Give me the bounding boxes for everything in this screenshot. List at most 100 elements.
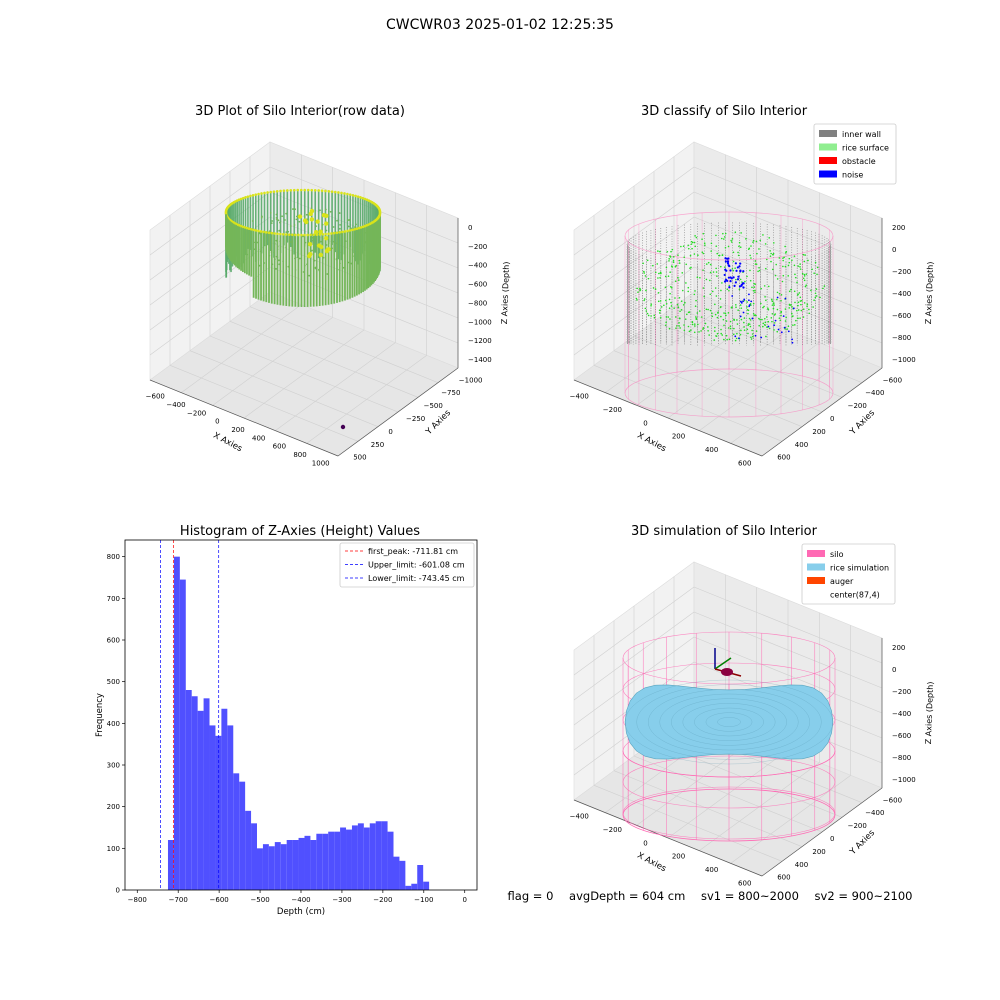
p2-rice-surface-point: [700, 330, 702, 332]
histogram-bar: [369, 823, 376, 890]
p1-z-tick-label: −600: [468, 281, 487, 289]
p2-rice-surface-point: [715, 295, 718, 297]
p2-rice-surface-point: [754, 289, 756, 292]
p1-rim-point: [324, 232, 327, 236]
p4-rice-simulation-surface: [624, 684, 834, 760]
p2-rice-surface-point: [684, 301, 686, 304]
p2-rice-surface-point: [721, 254, 724, 257]
p1-rim-point: [276, 232, 279, 236]
p2-rice-surface-point: [732, 333, 735, 336]
p1-cluster-point: [313, 229, 319, 235]
p1-rim-point: [309, 233, 312, 237]
p2-rice-surface-point: [681, 272, 684, 274]
p2-rice-surface-point: [709, 279, 711, 282]
histogram-bar: [340, 827, 347, 890]
p1-rim-point: [269, 190, 273, 194]
p2-rice-surface-point: [799, 268, 802, 270]
histogram-y-tick-label: 800: [107, 553, 120, 561]
p2-z-tick-label: −1000: [892, 356, 916, 364]
p1-rim-point: [275, 189, 279, 193]
p2-rice-surface-point: [790, 288, 792, 291]
p2-rice-surface-point: [710, 242, 713, 245]
p4-legend-swatch: [807, 550, 825, 557]
p2-noise-point: [723, 273, 726, 277]
p1-rim-point: [294, 233, 297, 237]
p2-rice-surface-point: [696, 276, 699, 279]
p2-rice-surface-point: [762, 306, 764, 309]
p1-interior-point: [303, 215, 306, 217]
histogram-bar: [280, 844, 287, 890]
p1-y-tick-label: 250: [371, 441, 384, 449]
p2-noise-point: [784, 297, 787, 300]
p1-rim-point: [324, 189, 327, 193]
p2-rice-surface-point: [700, 316, 703, 318]
p2-rice-surface-point: [714, 313, 717, 316]
p2-rice-surface-point: [797, 293, 799, 296]
p2-rice-surface-point: [720, 237, 723, 240]
p2-rice-surface-point: [794, 273, 796, 276]
p2-rice-surface-point: [772, 302, 775, 305]
p2-noise-point: [792, 307, 795, 310]
p2-noise-point: [773, 324, 776, 327]
p2-rice-surface-point: [679, 317, 681, 320]
p2-rice-surface-point: [683, 256, 686, 259]
histogram-bar: [233, 773, 240, 890]
p2-rice-surface-point: [695, 316, 697, 318]
histogram-bar: [322, 833, 329, 890]
p2-rice-surface-point: [758, 317, 760, 320]
status-sv2: sv2 = 900~2100: [814, 889, 913, 903]
p2-legend-label: noise: [842, 171, 863, 180]
p1-rim-point: [348, 193, 352, 196]
p2-rice-surface-point: [798, 292, 801, 294]
p2-rice-surface-point: [650, 304, 652, 307]
p2-rice-surface-point: [656, 263, 659, 265]
p2-rice-surface-point: [747, 309, 750, 312]
p1-cluster-point: [307, 253, 312, 259]
p2-rice-surface-point: [784, 308, 787, 310]
status-line: flag = 0 avgDepth = 604 cm sv1 = 800~200…: [500, 889, 920, 903]
p2-rice-surface-point: [659, 272, 662, 274]
p2-noise-point: [740, 301, 743, 304]
p2-rice-surface-point: [752, 302, 755, 305]
p1-rim-point: [264, 231, 268, 234]
p2-rice-surface-point: [788, 257, 791, 260]
p1-rim-point: [273, 232, 276, 235]
p2-rice-surface-point: [735, 304, 737, 306]
p2-rice-surface-point: [768, 237, 771, 239]
p2-rice-surface-point: [776, 308, 779, 311]
p1-cluster-point: [302, 218, 308, 223]
histogram-bar: [393, 856, 400, 890]
p1-interior-point: [275, 213, 278, 216]
p2-rice-surface-point: [723, 266, 726, 268]
p2-rice-surface-point: [789, 304, 791, 306]
p2-rice-surface-point: [689, 267, 691, 269]
p1-rim-point: [306, 233, 309, 237]
p2-rice-surface-point: [771, 300, 774, 303]
p1-y-axis-label: Y Axies: [423, 408, 453, 438]
p2-rice-surface-point: [718, 254, 720, 257]
p2-rice-surface-point: [734, 231, 737, 233]
p2-rice-surface-point: [793, 290, 796, 293]
p2-rice-surface-point: [711, 312, 713, 314]
p1-rim-point: [257, 192, 260, 196]
p2-rice-surface-point: [801, 272, 804, 275]
p1-rim-point: [243, 226, 247, 229]
histogram-y-tick-label: 100: [107, 845, 120, 853]
p2-rice-surface-point: [753, 282, 755, 285]
p2-rice-surface-point: [716, 316, 719, 319]
p2-rice-surface-point: [685, 282, 687, 284]
p1-interior-point: [295, 218, 298, 221]
p2-noise-point: [738, 265, 741, 268]
p2-rice-surface-point: [816, 273, 818, 276]
p2-rice-surface-point: [780, 299, 782, 302]
p2-noise-point: [760, 336, 763, 339]
p1-interior-point: [271, 220, 274, 222]
histogram-bar: [245, 810, 252, 890]
p2-rice-surface-point: [803, 260, 806, 263]
p1-rim-point: [252, 228, 255, 232]
p2-rice-surface-point: [802, 277, 805, 280]
p2-rice-surface-point: [702, 287, 705, 289]
p2-rice-surface-point: [756, 252, 758, 255]
p2-rice-surface-point: [645, 310, 648, 312]
p2-rice-surface-point: [725, 314, 727, 317]
